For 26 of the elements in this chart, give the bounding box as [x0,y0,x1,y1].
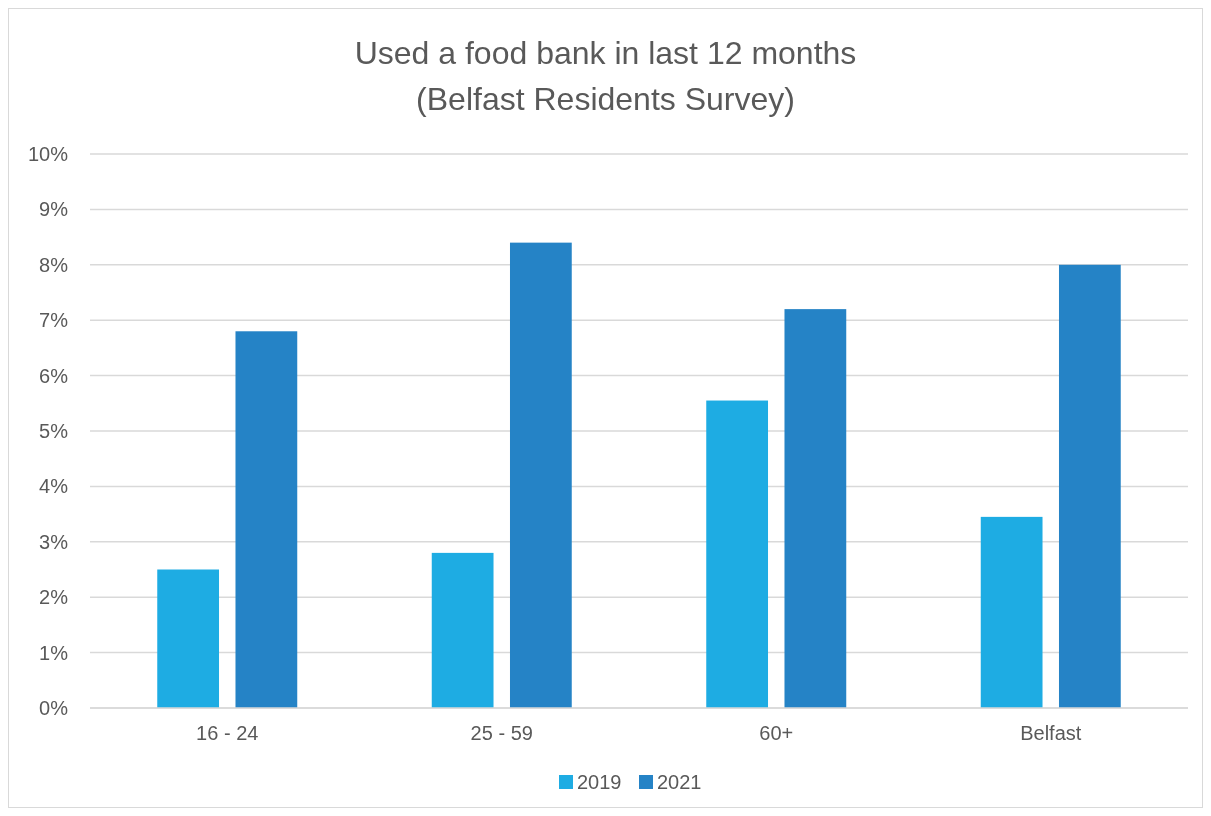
y-tick-label: 5% [39,420,69,442]
legend-label: 2021 [657,771,702,793]
x-tick-label: 16 - 24 [196,722,259,744]
y-tick-label: 7% [39,309,69,332]
bar [1058,264,1121,708]
y-tick-label: 9% [39,198,69,221]
bar [235,331,298,708]
y-tick-label: 2% [39,586,69,609]
bar [980,516,1043,708]
y-tick-label: 10% [27,143,69,165]
y-tick-label: 0% [39,697,69,719]
bar [509,242,572,708]
x-tick-label: Belfast [1020,722,1082,744]
x-tick-label: 60+ [759,722,794,744]
y-tick-label: 6% [39,364,69,387]
legend-label: 2019 [577,771,622,793]
chart-title: Used a food bank in last 12 months (Belfast Residents Survey) [354,35,857,117]
y-tick-label: 1% [39,641,69,664]
bar [706,400,769,708]
x-tick-label: 25 - 59 [470,722,533,744]
bar [431,552,494,708]
y-tick-label: 3% [39,530,69,553]
bar [784,309,847,708]
y-tick-label: 8% [39,253,69,276]
y-tick-label: 4% [39,475,69,498]
bar [157,569,220,708]
